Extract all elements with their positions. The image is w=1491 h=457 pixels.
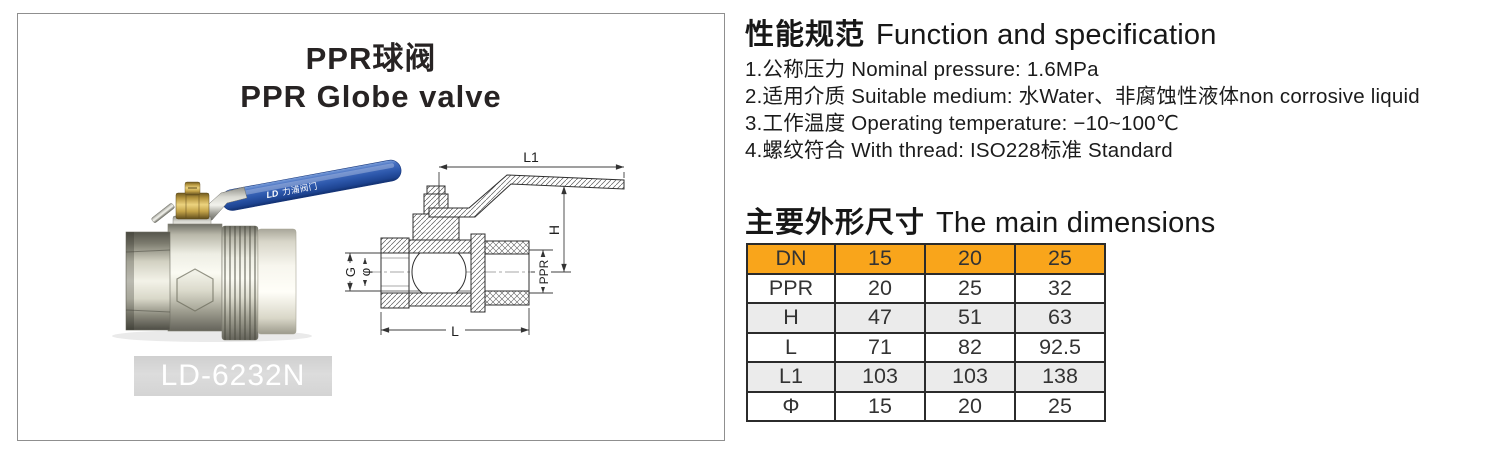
row-label: Φ [746, 390, 836, 422]
spec-heading-en: Function and specification [876, 19, 1217, 51]
dimensions-heading-zh: 主要外形尺寸 [745, 207, 926, 239]
spec-item-4: 4.螺纹符合 With thread: ISO228标准 Standard [745, 139, 1173, 162]
union-nut-ridges [222, 226, 258, 340]
product-panel: PPR球阀 PPR Globe valve [17, 13, 725, 441]
dim-label-g: G [343, 267, 358, 277]
body-hex-end [125, 231, 171, 331]
dim-label-h: H [546, 225, 562, 235]
cell-value: 103 [834, 361, 926, 393]
spec-heading-zh: 性能规范 [745, 19, 866, 51]
stem-assembly [412, 185, 460, 241]
cell-value: 32 [1014, 272, 1106, 304]
body-hex-stamp [176, 268, 214, 312]
product-title: PPR球阀 PPR Globe valve [18, 40, 724, 116]
spec-list: 1.公称压力 Nominal pressure: 1.6MPa 2.适用介质 S… [745, 56, 1420, 164]
spec-item-1: 1.公称压力 Nominal pressure: 1.6MPa [745, 58, 1099, 81]
header-cell-15: 15 [834, 243, 926, 275]
cell-value: 15 [834, 390, 926, 422]
cell-value: 92.5 [1014, 331, 1106, 363]
dim-label-phi: φ [358, 268, 373, 276]
ppr-white-end [257, 228, 297, 335]
table-row-h: H 47 51 63 [746, 302, 1106, 334]
header-cell-25: 25 [1014, 243, 1106, 275]
row-label: L [746, 331, 836, 363]
dim-labels: L1 H G φ PPR L [343, 149, 562, 339]
valve-photo: LD 力浦阀门 [112, 159, 402, 342]
row-label: H [746, 302, 836, 334]
table-row-ppr: PPR 20 25 32 [746, 272, 1106, 304]
header-cell-dn: DN [746, 243, 836, 275]
table-header-row: DN 15 20 25 [746, 243, 1106, 275]
hex-edge [125, 309, 171, 313]
product-title-en: PPR Globe valve [240, 79, 502, 114]
hex-edge [125, 249, 171, 253]
drawing-body [380, 233, 530, 313]
spec-item-2: 2.适用介质 Suitable medium: 水Water、非腐蚀性液体non… [745, 85, 1420, 108]
table-row-l1: L1 103 103 138 [746, 361, 1106, 393]
dim-label-l1: L1 [523, 149, 539, 165]
header-cell-20: 20 [924, 243, 1016, 275]
cell-value: 25 [924, 272, 1016, 304]
model-number-badge: LD-6232N [134, 356, 332, 396]
product-title-zh: PPR球阀 [305, 41, 437, 76]
dimensions-table: DN 15 20 25 PPR 20 25 32 H 47 51 63 [746, 243, 1106, 422]
test-pin [151, 203, 175, 223]
spec-panel: 性能规范 Function and specification 1.公称压力 No… [745, 0, 1491, 457]
row-label: PPR [746, 272, 836, 304]
dim-label-l: L [451, 323, 459, 339]
spec-item-3: 3.工作温度 Operating temperature: −10~100℃ [745, 112, 1180, 135]
cell-value: 103 [924, 361, 1016, 393]
dim-label-backgrounds [343, 257, 551, 338]
row-label: L1 [746, 361, 836, 393]
dimensions-heading-en: The main dimensions [936, 207, 1216, 239]
cell-value: 20 [834, 272, 926, 304]
cell-value: 82 [924, 331, 1016, 363]
cell-value: 20 [924, 390, 1016, 422]
table-row-l: L 71 82 92.5 [746, 331, 1106, 363]
handle-logo: LD [266, 188, 280, 200]
table-row-phi: Φ 15 20 25 [746, 390, 1106, 422]
cell-value: 63 [1014, 302, 1106, 334]
drawing-handle [428, 174, 625, 218]
cell-value: 25 [1014, 390, 1106, 422]
cell-value: 71 [834, 331, 926, 363]
cell-value: 51 [924, 302, 1016, 334]
cell-value: 47 [834, 302, 926, 334]
spec-heading: 性能规范 Function and specification [745, 11, 1217, 53]
dim-label-ppr: PPR [537, 259, 551, 284]
valve-technical-drawing: L1 H G φ PPR L [343, 149, 625, 339]
cell-value: 138 [1014, 361, 1106, 393]
dimensions-heading: 主要外形尺寸 The main dimensions [745, 199, 1215, 241]
stem-nut-brass [175, 192, 210, 220]
hex-left-face [126, 232, 134, 330]
